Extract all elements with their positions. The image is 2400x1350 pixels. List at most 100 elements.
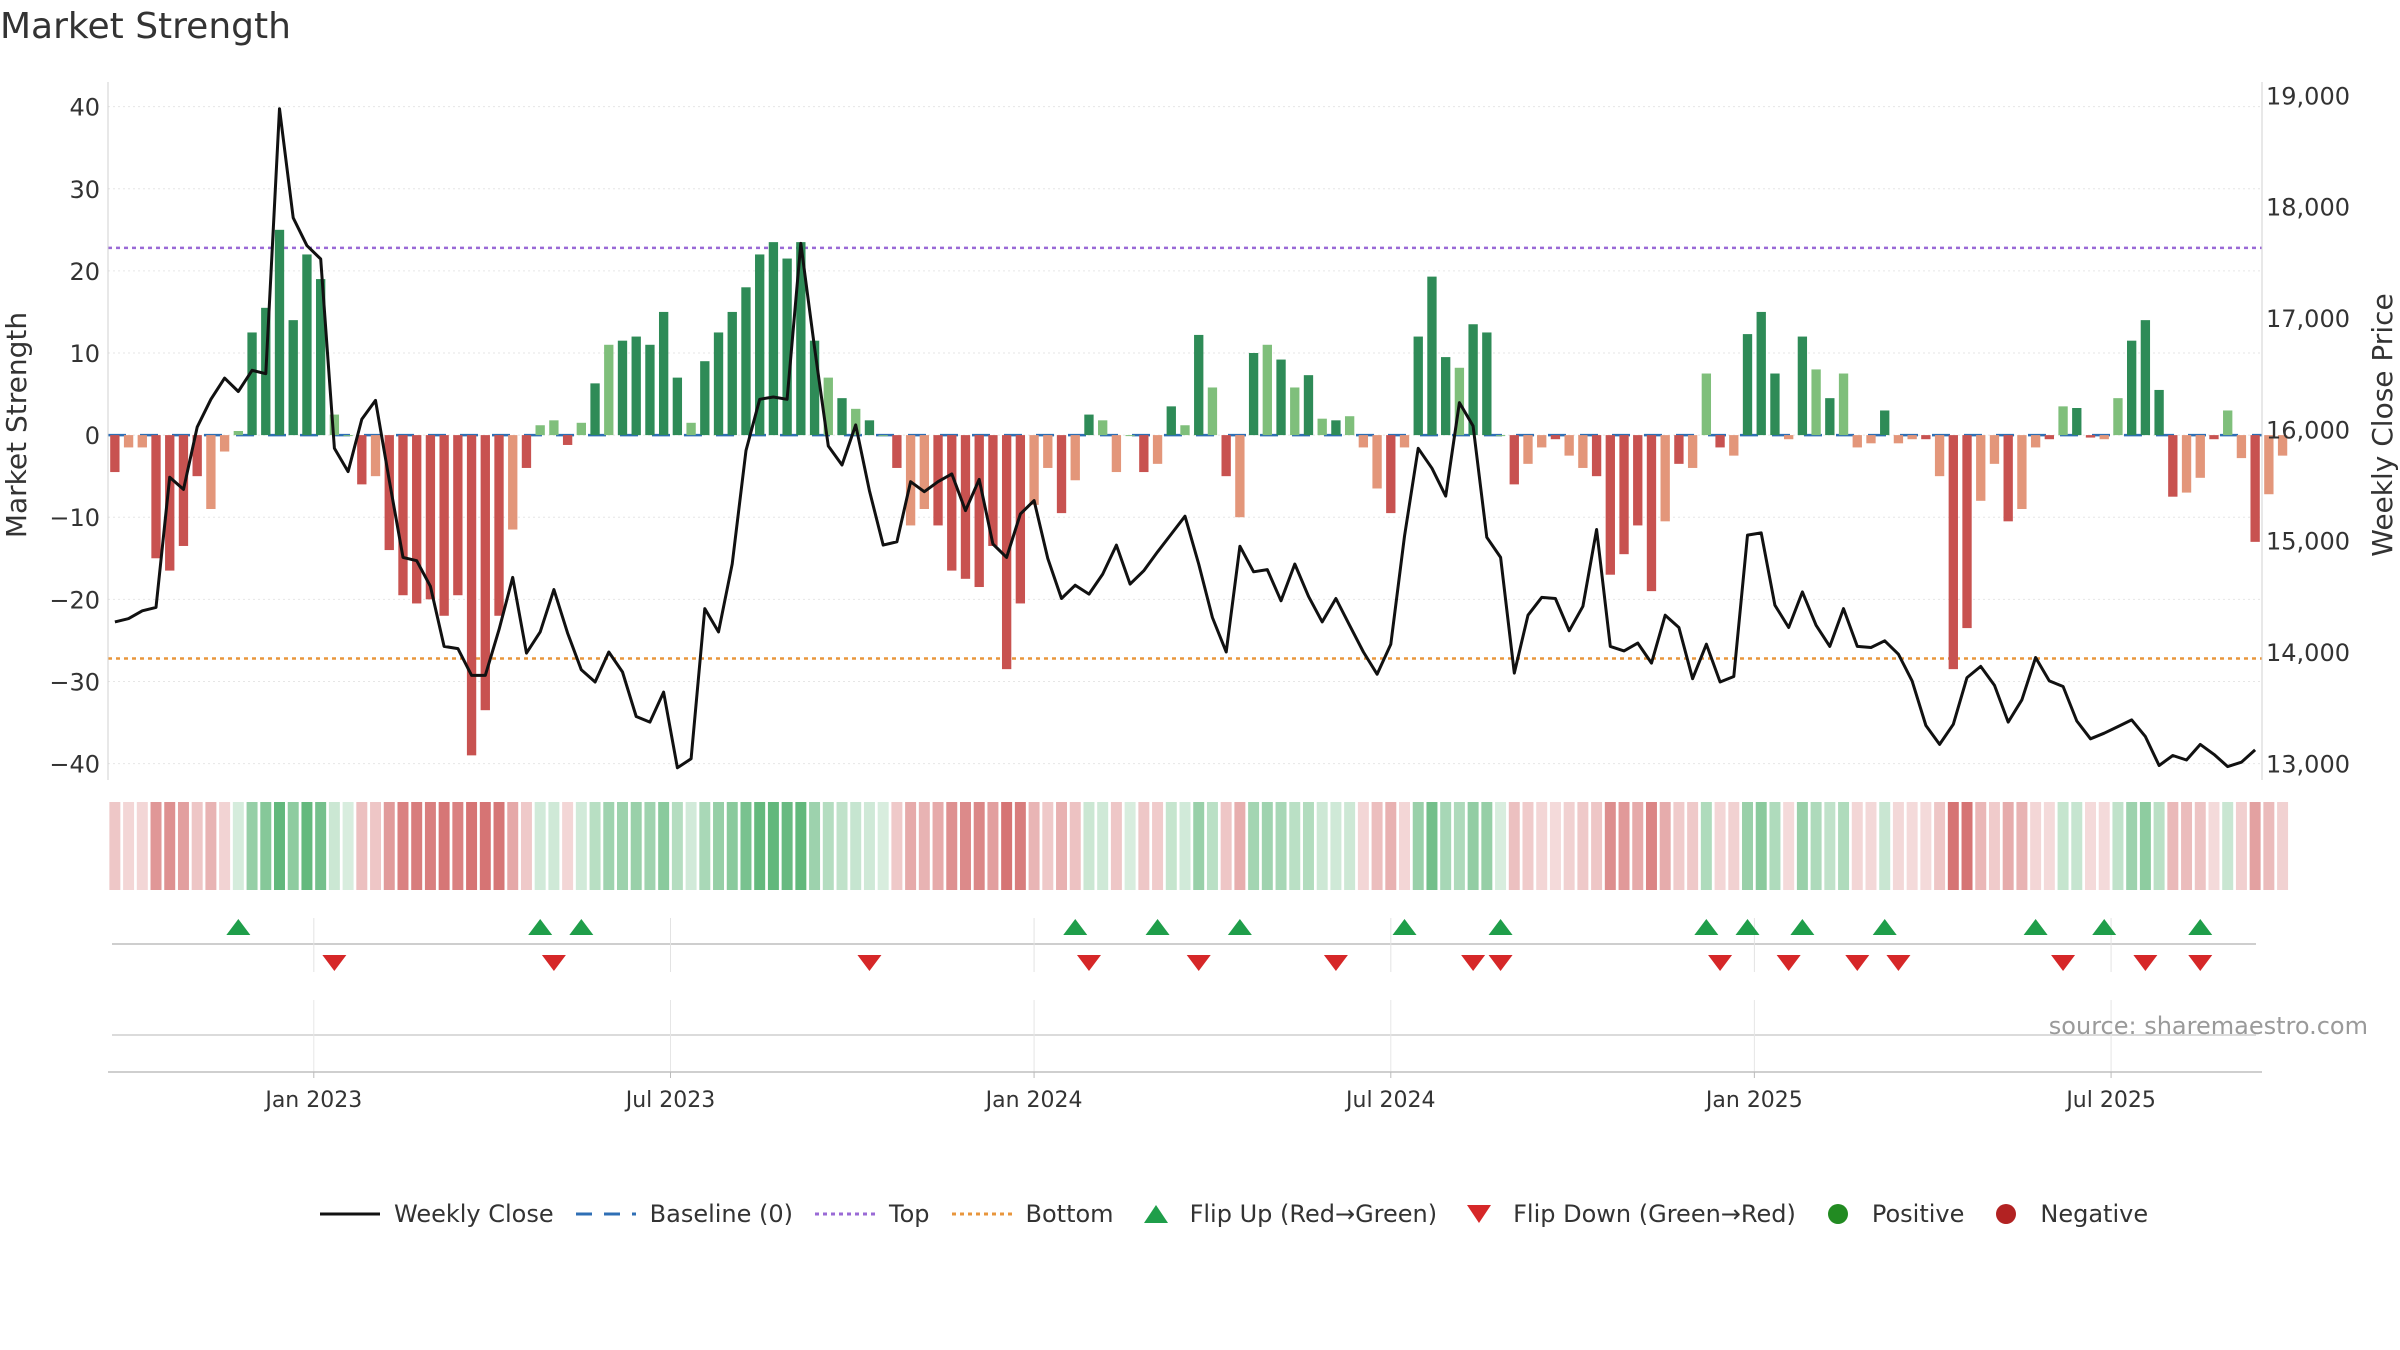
heat-strip-cell: [726, 802, 738, 890]
heat-strip-cell: [2112, 802, 2124, 890]
heat-strip-cell: [1947, 802, 1959, 890]
strength-bar: [1893, 435, 1904, 444]
heat-strip-cell: [658, 802, 670, 890]
heat-strip-cell: [2085, 802, 2096, 890]
strength-bar: [974, 435, 984, 588]
heat-strip-cell: [1618, 802, 1630, 890]
heat-strip-cell: [1440, 802, 1452, 890]
strength-bar: [1056, 435, 1067, 514]
strength-bar: [1633, 435, 1643, 526]
strength-bar: [1838, 373, 1849, 436]
strength-bar: [1729, 435, 1739, 456]
heat-strip-cell: [1796, 802, 1808, 890]
strength-bar: [782, 258, 792, 436]
left-tick-label: −30: [49, 668, 100, 696]
strength-bar: [206, 435, 216, 510]
heat-strip-cell: [397, 802, 409, 890]
strength-bar: [274, 229, 285, 436]
heat-strip-cell: [1042, 802, 1054, 890]
heat-strip-cell: [1577, 802, 1589, 890]
strength-bar: [2140, 320, 2151, 436]
strength-bar: [1509, 435, 1519, 485]
heat-strip-cell: [2263, 802, 2275, 890]
heat-strip-cell: [562, 802, 574, 890]
heat-strip-cell: [1220, 802, 1232, 890]
heat-strip-cell: [1865, 802, 1877, 890]
strength-bar: [2236, 435, 2247, 459]
strength-bar: [1139, 435, 1149, 473]
strength-bar: [809, 340, 820, 436]
flip-down-marker: [1323, 955, 1348, 971]
strength-bar: [1399, 435, 1410, 448]
heat-strip-cell: [836, 802, 848, 890]
heat-strip-cell: [1714, 802, 1726, 890]
left-tick-label: −40: [49, 751, 100, 779]
heat-strip-cell: [1193, 802, 1205, 890]
right-tick-label: 16,000: [2266, 416, 2350, 444]
heat-strip-cell: [534, 802, 546, 890]
flip-up-marker: [2188, 919, 2213, 935]
strength-bar: [1564, 435, 1574, 456]
legend-label: Weekly Close: [394, 1200, 554, 1228]
heat-strip-cell: [617, 802, 628, 890]
heat-strip-cell: [1357, 802, 1369, 890]
heat-strip-cell: [699, 802, 711, 890]
heat-strip-cell: [1906, 802, 1918, 890]
triangle-up-icon: [1143, 1205, 1168, 1223]
flip-down-marker: [2188, 955, 2213, 971]
heat-strip-cell: [1001, 802, 1013, 890]
triangle-down-icon: [1467, 1205, 1492, 1223]
strength-bar: [1248, 352, 1259, 436]
legend-bottom: Bottom: [951, 1200, 1114, 1228]
legend-label: Bottom: [1025, 1200, 1114, 1228]
heat-strip-cell: [479, 802, 491, 890]
strength-bar: [1098, 420, 1108, 436]
strength-bar: [2085, 435, 2096, 438]
strength-bar: [2181, 435, 2192, 493]
strength-bar: [878, 435, 888, 437]
heat-strip-cell: [891, 802, 903, 890]
heat-strip-cell: [136, 802, 148, 890]
heat-strip-cell: [342, 802, 354, 890]
baseline-swatch-icon: [575, 1212, 636, 1216]
flip-up-marker: [1694, 919, 1719, 935]
heat-strip-cell: [370, 802, 382, 890]
strength-bar: [2044, 435, 2055, 440]
strength-bar: [1043, 435, 1053, 468]
strength-bar: [2017, 435, 2027, 510]
heat-strip-cell: [2277, 802, 2289, 890]
heat-strip-cell: [1481, 802, 1493, 890]
heat-strip-cell: [1206, 802, 1218, 890]
heat-strip-cell: [1316, 802, 1328, 890]
heat-strip-cell: [1892, 802, 1904, 890]
left-tick-label: 20: [69, 258, 100, 286]
heat-strip-cell: [466, 802, 478, 890]
heat-strip-cell: [781, 802, 793, 890]
strength-bar: [1523, 435, 1533, 464]
strength-bar: [1441, 357, 1451, 436]
heat-strip-cell: [2071, 802, 2083, 890]
heat-strip-cell: [1028, 802, 1040, 890]
heat-strip-cell: [1769, 802, 1781, 890]
left-tick-label: 0: [85, 422, 100, 450]
heat-strip-cell: [1275, 802, 1287, 890]
weekly-close-swatch-icon: [320, 1212, 380, 1216]
strength-bar: [1194, 334, 1204, 436]
strength-bar: [1427, 276, 1437, 436]
strength-bar: [1866, 435, 1876, 444]
heat-strip-cell: [1975, 802, 1987, 890]
heat-strip-cell: [1659, 802, 1671, 890]
heat-strip-cell: [1385, 802, 1397, 890]
heat-strip-cell: [123, 802, 135, 890]
strength-bar: [1619, 435, 1629, 555]
strength-bar: [686, 422, 696, 436]
strength-bar: [549, 420, 559, 436]
tick-labels: 40 30 20 10 0 −10 −20 −30 −40 19,000 18,000 17,000 1…: [0, 82, 2399, 1113]
heat-strip-cell: [1687, 802, 1699, 890]
strength-bar: [1591, 435, 1602, 477]
strength-bar: [1784, 435, 1794, 440]
heat-strip-cell: [507, 802, 519, 890]
strength-bar: [1235, 435, 1245, 518]
right-tick-label: 14,000: [2266, 639, 2350, 667]
